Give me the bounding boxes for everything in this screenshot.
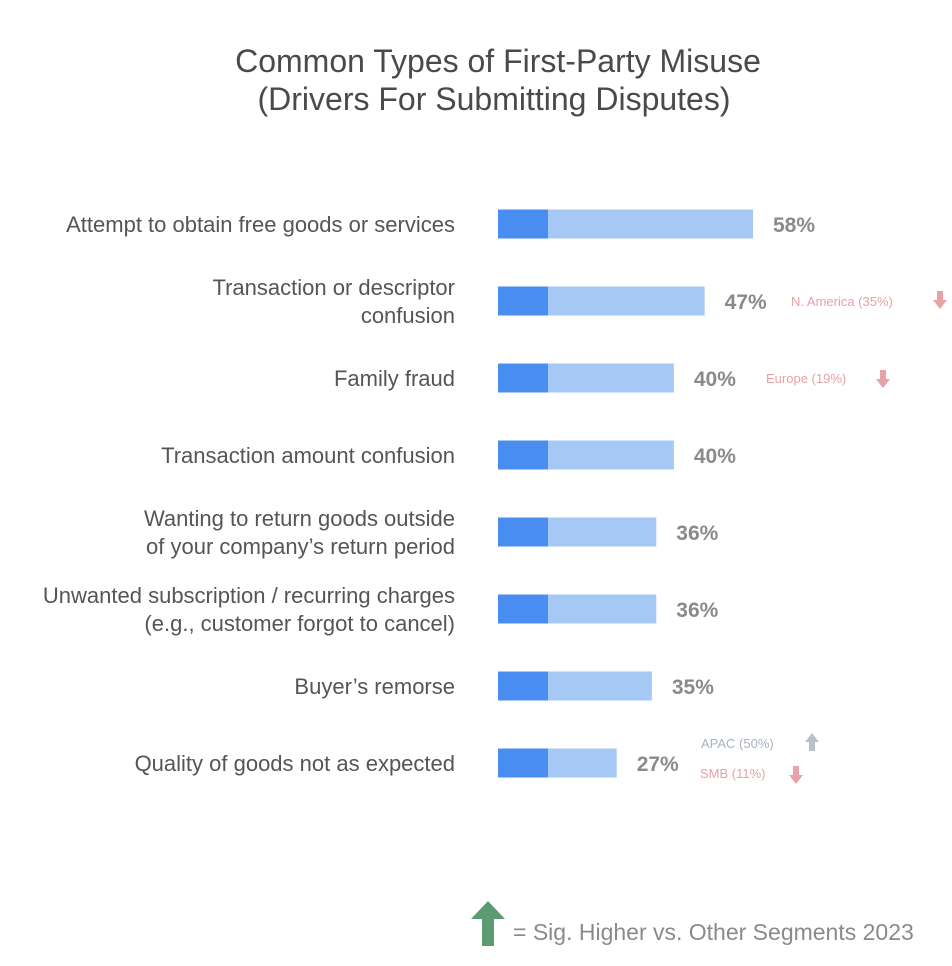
bars (498, 209, 753, 778)
category-label: Quality of goods not as expected (135, 751, 455, 776)
category-labels: Attempt to obtain free goods or services… (43, 212, 455, 776)
category-label: confusion (361, 303, 455, 328)
category-label: Attempt to obtain free goods or services (66, 212, 455, 237)
value-label: 35% (672, 676, 714, 699)
chart-title-line-2: (Drivers For Submitting Disputes) (258, 81, 731, 117)
down-arrow-icon (789, 766, 803, 784)
value-label: 36% (676, 522, 718, 545)
value-labels: 58% 47% 40% 40% 36% 36% 35% 27% (637, 214, 816, 776)
value-label: 47% (725, 291, 767, 314)
category-label: (e.g., customer forgot to cancel) (144, 611, 455, 636)
category-label: Transaction amount confusion (161, 443, 455, 468)
segment-note: APAC (50%) (701, 736, 774, 751)
bar-base-segment (498, 748, 548, 778)
bar-base-segment (498, 671, 548, 701)
chart-title-line-1: Common Types of First-Party Misuse (235, 43, 761, 79)
value-label: 40% (694, 368, 736, 391)
chart-title: Common Types of First-Party Misuse (Driv… (235, 43, 761, 117)
category-label: Buyer’s remorse (294, 674, 455, 699)
bar-base-segment (498, 594, 548, 624)
bar-base-segment (498, 517, 548, 547)
down-arrow-icon (933, 291, 947, 309)
bar-base-segment (498, 286, 548, 316)
legend: = Sig. Higher vs. Other Segments 2023 (471, 901, 914, 946)
category-label: Family fraud (334, 366, 455, 391)
category-label: Wanting to return goods outside (144, 506, 455, 531)
segment-annotations: N. America (35%) Europe (19%) APAC (50%) SM… (700, 291, 947, 784)
category-label: Transaction or descriptor (212, 275, 455, 300)
legend-up-arrow-icon (471, 901, 505, 946)
bar-base-segment (498, 363, 548, 393)
value-label: 27% (637, 753, 679, 776)
segment-note: Europe (19%) (766, 371, 846, 386)
legend-text: = Sig. Higher vs. Other Segments 2023 (513, 919, 914, 945)
category-label: Unwanted subscription / recurring charge… (43, 583, 455, 608)
value-label: 58% (773, 214, 815, 237)
value-label: 40% (694, 445, 736, 468)
segment-note: N. America (35%) (791, 294, 893, 309)
value-label: 36% (676, 599, 718, 622)
up-arrow-icon (805, 733, 819, 751)
bar-base-segment (498, 440, 548, 470)
down-arrow-icon (876, 370, 890, 388)
segment-note: SMB (11%) (700, 766, 766, 781)
category-label: of your company’s return period (146, 534, 455, 559)
bar-base-segment (498, 209, 548, 239)
